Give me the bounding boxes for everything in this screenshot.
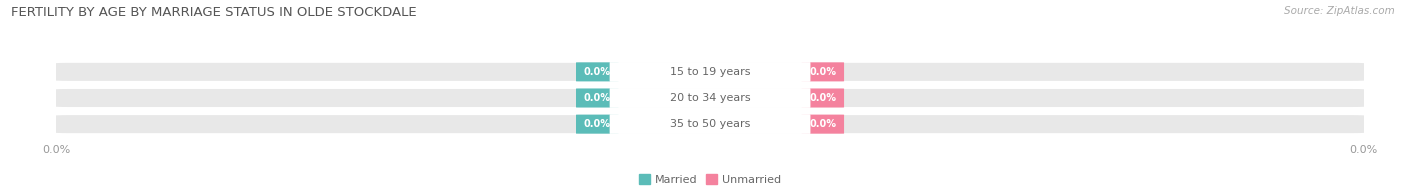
FancyBboxPatch shape: [610, 114, 810, 134]
Text: 35 to 50 years: 35 to 50 years: [669, 119, 751, 129]
FancyBboxPatch shape: [576, 115, 619, 134]
FancyBboxPatch shape: [53, 88, 1367, 108]
FancyBboxPatch shape: [53, 62, 1367, 82]
Text: 0.0%: 0.0%: [810, 67, 837, 77]
Text: 0.0%: 0.0%: [583, 119, 610, 129]
Text: 0.0%: 0.0%: [583, 67, 610, 77]
FancyBboxPatch shape: [801, 88, 844, 108]
Text: Source: ZipAtlas.com: Source: ZipAtlas.com: [1284, 6, 1395, 16]
Legend: Married, Unmarried: Married, Unmarried: [634, 169, 786, 189]
Text: 20 to 34 years: 20 to 34 years: [669, 93, 751, 103]
FancyBboxPatch shape: [610, 88, 810, 108]
Text: FERTILITY BY AGE BY MARRIAGE STATUS IN OLDE STOCKDALE: FERTILITY BY AGE BY MARRIAGE STATUS IN O…: [11, 6, 416, 19]
FancyBboxPatch shape: [801, 62, 844, 81]
FancyBboxPatch shape: [801, 115, 844, 134]
FancyBboxPatch shape: [53, 114, 1367, 134]
Text: 0.0%: 0.0%: [583, 93, 610, 103]
Text: 15 to 19 years: 15 to 19 years: [669, 67, 751, 77]
FancyBboxPatch shape: [576, 88, 619, 108]
FancyBboxPatch shape: [610, 62, 810, 82]
Text: 0.0%: 0.0%: [810, 93, 837, 103]
FancyBboxPatch shape: [576, 62, 619, 81]
Text: 0.0%: 0.0%: [810, 119, 837, 129]
